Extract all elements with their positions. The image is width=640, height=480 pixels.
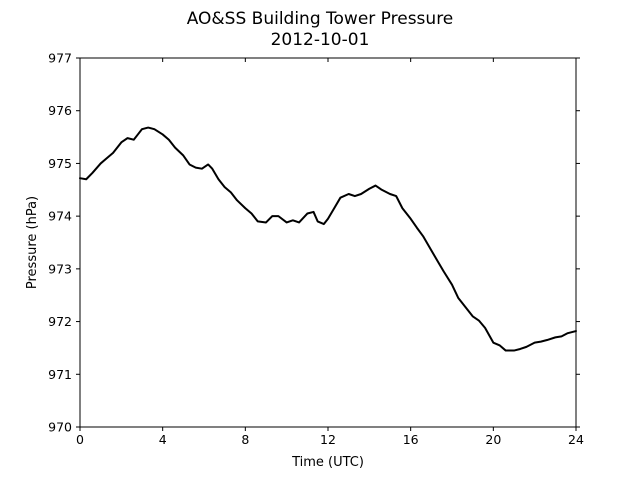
axis-ticks: 0 4 8 12 16 20 24 970 971 972 973 974 975 976 977 bbox=[48, 51, 584, 448]
chart-subtitle: 2012-10-01 bbox=[271, 30, 370, 50]
x-tick-label: 8 bbox=[241, 432, 249, 447]
y-tick-label: 972 bbox=[48, 314, 72, 329]
y-tick-label: 974 bbox=[48, 209, 72, 224]
y-tick-label: 973 bbox=[48, 261, 72, 276]
x-tick-label: 24 bbox=[568, 432, 584, 447]
chart-title: AO&SS Building Tower Pressure bbox=[187, 9, 454, 29]
y-tick-label: 975 bbox=[48, 156, 72, 171]
x-tick-label: 16 bbox=[403, 432, 419, 447]
x-tick-label: 4 bbox=[159, 432, 167, 447]
x-tick-label: 20 bbox=[485, 432, 501, 447]
y-axis-label: Pressure (hPa) bbox=[25, 196, 40, 289]
x-tick-label: 0 bbox=[76, 432, 84, 447]
y-tick-label: 976 bbox=[48, 103, 72, 118]
x-axis-label: Time (UTC) bbox=[291, 455, 364, 470]
y-tick-label: 970 bbox=[48, 420, 72, 435]
series-layer bbox=[79, 126, 577, 352]
plot-frame bbox=[79, 57, 577, 428]
y-tick-label: 971 bbox=[48, 367, 72, 382]
x-tick-label: 12 bbox=[320, 432, 336, 447]
y-tick-label: 977 bbox=[48, 51, 72, 66]
series-line-0 bbox=[79, 126, 577, 352]
